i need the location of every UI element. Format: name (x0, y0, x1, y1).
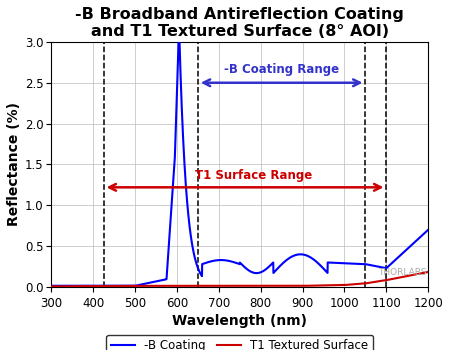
T1 Textured Surface (426, 270, 431, 274)
T1 Textured Surface (345, 283, 351, 287)
T1 Textured Surface (49, 284, 54, 288)
-B Coating (426, 228, 431, 232)
T1 Textured Surface (414, 272, 420, 276)
Text: THORLABS: THORLABS (378, 268, 426, 277)
T1 Textured Surface (232, 284, 237, 288)
Legend: -B Coating, T1 Textured Surface: -B Coating, T1 Textured Surface (106, 335, 374, 350)
T1 Textured Surface (414, 272, 420, 276)
-B Coating (346, 261, 351, 266)
T1 Textured Surface (68, 284, 73, 288)
Y-axis label: Reflectance (%): Reflectance (%) (7, 103, 21, 226)
X-axis label: Wavelength (nm): Wavelength (nm) (172, 314, 307, 328)
-B Coating (222, 258, 228, 262)
-B Coating (414, 238, 420, 242)
Line: -B Coating: -B Coating (51, 29, 428, 286)
Text: T1 Surface Range: T1 Surface Range (195, 169, 312, 182)
T1 Textured Surface (222, 284, 227, 288)
-B Coating (232, 260, 238, 265)
-B Coating (176, 27, 182, 31)
-B Coating (68, 284, 73, 288)
Line: T1 Textured Surface: T1 Textured Surface (51, 272, 428, 286)
Title: -B Broadband Antireflection Coating
and T1 Textured Surface (8° AOI): -B Broadband Antireflection Coating and … (75, 7, 404, 39)
-B Coating (49, 284, 54, 288)
Text: -B Coating Range: -B Coating Range (224, 63, 339, 76)
-B Coating (415, 238, 420, 242)
